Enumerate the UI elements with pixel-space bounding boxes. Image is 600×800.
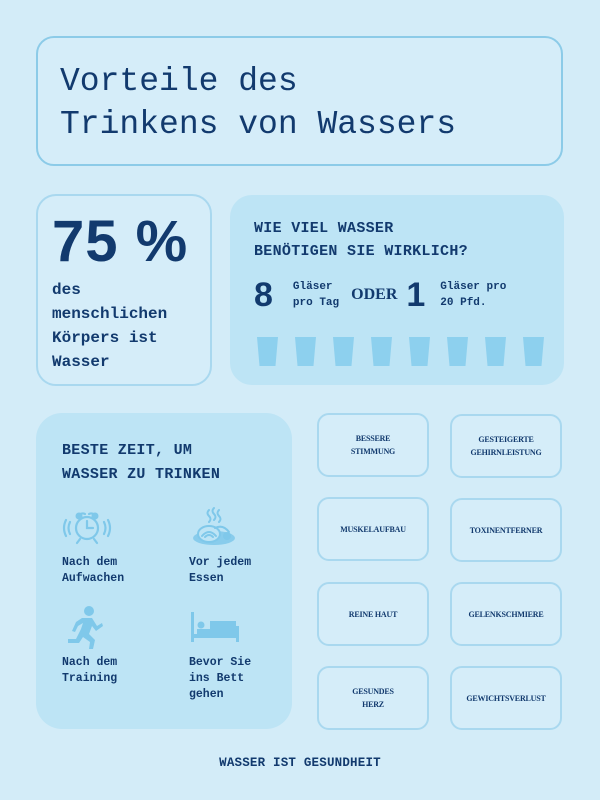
time-label-line: gehen xyxy=(189,688,224,701)
benefit-label: STIMMUNG xyxy=(350,447,396,456)
time-item-after-training: Nach dem Training xyxy=(62,605,189,705)
water-need-title: WIE VIEL WASSER BENÖTIGEN SIE WIRKLICH? xyxy=(254,217,564,263)
stat-line: des xyxy=(52,281,81,299)
stat-line: Körpers ist xyxy=(52,329,158,347)
time-item-label: Vor jedem Essen xyxy=(189,555,299,587)
benefit-label: HERZ xyxy=(362,700,384,709)
time-item-label: Bevor Sie ins Bett gehen xyxy=(189,655,299,703)
or-connector: ODER xyxy=(351,286,398,303)
option2-label: Gläser pro 20 Pfd. xyxy=(440,279,506,311)
best-time-grid: Nach dem Aufwachen Vor jedem Essen xyxy=(62,505,292,705)
footer-tagline: WASSER IST GESUNDHEIT xyxy=(219,756,381,770)
benefit-label: GESUNDES xyxy=(352,687,394,696)
time-label-line: Aufwachen xyxy=(62,572,125,585)
benefit-label: REINE HAUT xyxy=(348,609,398,619)
title-line-2: Trinkens von Wassers xyxy=(60,106,457,143)
glass-icon xyxy=(257,337,278,366)
glass-icon xyxy=(333,337,354,366)
benefit-label: BESSERE xyxy=(355,434,391,443)
water-need-title-line-2: BENÖTIGEN SIE WIRKLICH? xyxy=(254,243,468,260)
option1-label: Gläser pro Tag xyxy=(293,279,339,311)
glass-icon xyxy=(295,337,316,366)
time-label-line: Training xyxy=(62,672,118,685)
water-need-options: 8 Gläser pro Tag ODER 1 Gläser pro 20 Pf… xyxy=(254,275,564,315)
benefit-card-skin: REINE HAUT xyxy=(317,582,429,646)
option1-label-line: pro Tag xyxy=(292,297,340,309)
bed-icon xyxy=(189,605,299,649)
benefit-label: MUSKELAUFBAU xyxy=(340,524,406,534)
option1-label-line: Gläser xyxy=(292,281,333,293)
page-title: Vorteile des Trinkens von Wassers xyxy=(60,60,561,146)
benefit-label: TOXINENTFERNER xyxy=(469,525,543,535)
time-label-line: Nach dem xyxy=(62,656,118,669)
benefit-card-weight: GEWICHTSVERLUST xyxy=(450,666,562,730)
running-person-icon xyxy=(62,605,189,649)
title-box: Vorteile des Trinkens von Wassers xyxy=(36,36,563,166)
time-item-before-meal: Vor jedem Essen xyxy=(189,505,299,605)
best-time-title-line-2: WASSER ZU TRINKEN xyxy=(62,466,221,483)
benefit-label: GEWICHTSVERLUST xyxy=(466,693,546,703)
benefit-card-brain: GESTEIGERTE GEHIRNLEISTUNG xyxy=(450,414,562,478)
best-time-title: BESTE ZEIT, UM WASSER ZU TRINKEN xyxy=(62,439,292,487)
stat-value: 75 % xyxy=(52,209,189,274)
time-item-wake-up: Nach dem Aufwachen xyxy=(62,505,189,605)
water-need-title-line-1: WIE VIEL WASSER xyxy=(254,220,394,237)
option2-label-line: 20 Pfd. xyxy=(440,297,487,309)
best-time-card: BESTE ZEIT, UM WASSER ZU TRINKEN Nach de… xyxy=(36,413,292,729)
body-water-stat-card: 75 % des menschlichen Körpers ist Wasser xyxy=(36,194,212,386)
time-label-line: ins Bett xyxy=(189,672,245,685)
alarm-clock-icon xyxy=(62,505,189,549)
time-item-before-bed: Bevor Sie ins Bett gehen xyxy=(189,605,299,705)
glass-icon xyxy=(523,337,544,366)
benefit-card-mood: BESSERE STIMMUNG xyxy=(317,413,429,477)
time-item-label: Nach dem Training xyxy=(62,655,189,687)
time-label-line: Vor jedem xyxy=(189,556,252,569)
glass-icon xyxy=(409,337,430,366)
benefit-label: GEHIRNLEISTUNG xyxy=(470,448,542,457)
stat-line: Wasser xyxy=(52,353,110,371)
glasses-row xyxy=(257,337,564,366)
option2-number: 1 xyxy=(406,276,426,314)
glass-icon xyxy=(447,337,468,366)
title-line-1: Vorteile des xyxy=(60,63,298,100)
time-label-line: Nach dem xyxy=(62,556,118,569)
hot-meal-icon xyxy=(189,505,299,549)
benefit-card-joints: GELENKSCHMIERE xyxy=(450,582,562,646)
water-need-card: WIE VIEL WASSER BENÖTIGEN SIE WIRKLICH? … xyxy=(230,195,564,385)
benefit-label: GELENKSCHMIERE xyxy=(468,609,544,619)
time-label-line: Essen xyxy=(189,572,224,585)
option2-label-line: Gläser pro xyxy=(440,281,507,293)
benefit-card-toxin: TOXINENTFERNER xyxy=(450,498,562,562)
option1-number: 8 xyxy=(254,276,273,314)
time-label-line: Bevor Sie xyxy=(189,656,252,669)
glass-icon xyxy=(371,337,392,366)
stat-description: des menschlichen Körpers ist Wasser xyxy=(52,278,210,374)
benefit-label: GESTEIGERTE xyxy=(478,435,534,444)
benefit-card-heart: GESUNDES HERZ xyxy=(317,666,429,730)
benefit-card-muscle: MUSKELAUFBAU xyxy=(317,497,429,561)
best-time-title-line-1: BESTE ZEIT, UM xyxy=(62,442,193,459)
stat-line: menschlichen xyxy=(52,305,168,323)
time-item-label: Nach dem Aufwachen xyxy=(62,555,189,587)
glass-icon xyxy=(485,337,506,366)
